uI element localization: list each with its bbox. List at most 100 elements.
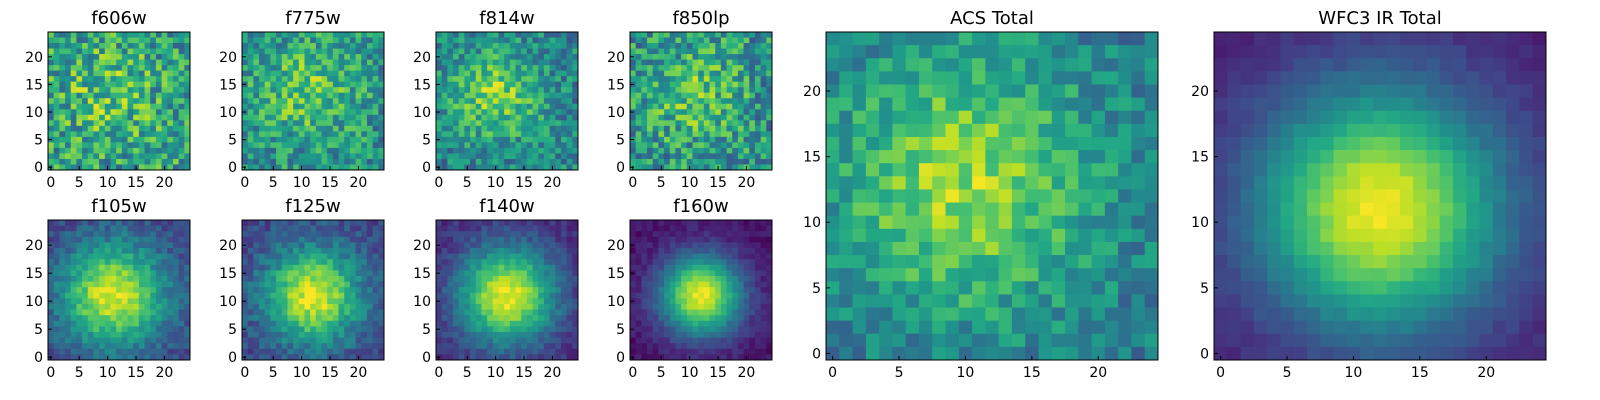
heatmap-cell bbox=[555, 158, 562, 165]
heatmap-cell bbox=[766, 142, 773, 149]
heatmap-cell bbox=[766, 158, 773, 165]
heatmap-cell bbox=[560, 315, 568, 322]
heatmap-cell bbox=[560, 281, 568, 288]
heatmap-cell bbox=[543, 87, 551, 94]
heatmap-cell bbox=[543, 270, 551, 277]
heatmap-cell bbox=[184, 220, 191, 227]
heatmap-cell bbox=[737, 158, 745, 165]
heatmap-cell bbox=[104, 103, 111, 110]
heatmap-cell bbox=[692, 142, 699, 149]
y-tick-label: 10 bbox=[607, 105, 625, 121]
heatmap-cell bbox=[703, 54, 711, 61]
heatmap-cell bbox=[99, 109, 106, 116]
heatmap-cell bbox=[566, 92, 573, 99]
heatmap-cell bbox=[65, 120, 72, 127]
heatmap-cell bbox=[737, 54, 745, 61]
heatmap-cell bbox=[560, 76, 568, 83]
heatmap-cell bbox=[475, 87, 482, 94]
heatmap-cell bbox=[155, 54, 163, 61]
heatmap-cell bbox=[498, 164, 505, 171]
heatmap-cell bbox=[150, 343, 157, 350]
heatmap-cell bbox=[760, 242, 767, 249]
heatmap-cell bbox=[242, 220, 249, 227]
heatmap-cell bbox=[310, 304, 317, 311]
heatmap-cell bbox=[515, 114, 522, 121]
heatmap-cell bbox=[509, 153, 517, 160]
heatmap-cell bbox=[441, 98, 448, 105]
heatmap-cell bbox=[242, 253, 249, 260]
heatmap-cell bbox=[760, 59, 767, 66]
heatmap-cell bbox=[475, 304, 482, 311]
x-tick-label: 5 bbox=[463, 175, 472, 191]
heatmap-cell bbox=[720, 281, 728, 288]
heatmap-cell bbox=[481, 131, 488, 138]
heatmap-cell bbox=[59, 136, 66, 143]
heatmap-cell bbox=[287, 292, 294, 299]
heatmap-cell bbox=[161, 337, 168, 344]
heatmap-cell bbox=[184, 120, 191, 127]
heatmap-cell bbox=[549, 87, 556, 94]
heatmap-cell bbox=[647, 315, 654, 322]
heatmap-cell bbox=[138, 158, 146, 165]
heatmap-cell bbox=[458, 109, 465, 116]
heatmap-cell bbox=[116, 48, 123, 55]
heatmap-cell bbox=[298, 32, 305, 39]
heatmap-cell bbox=[749, 276, 756, 283]
heatmap-cell bbox=[144, 259, 151, 266]
heatmap-cell bbox=[276, 92, 283, 99]
heatmap-cell bbox=[458, 43, 465, 50]
heatmap-cell bbox=[281, 253, 288, 260]
heatmap-cell bbox=[749, 76, 756, 83]
heatmap-cell bbox=[293, 92, 300, 99]
heatmap-cell bbox=[538, 87, 545, 94]
heatmap-cell bbox=[293, 348, 300, 355]
heatmap-cell bbox=[332, 242, 340, 249]
heatmap-cell bbox=[338, 253, 345, 260]
heatmap-cell bbox=[161, 220, 168, 227]
heatmap-cell bbox=[447, 87, 454, 94]
heatmap-cell bbox=[641, 103, 648, 110]
heatmap-cell bbox=[304, 142, 311, 149]
heatmap-cell bbox=[287, 248, 294, 255]
heatmap-cell bbox=[82, 337, 89, 344]
heatmap-cell bbox=[732, 253, 739, 260]
heatmap-cell bbox=[48, 315, 55, 322]
heatmap-cell bbox=[504, 326, 511, 333]
heatmap-cell bbox=[287, 164, 294, 171]
heatmap-cell bbox=[487, 242, 494, 249]
heatmap-cell bbox=[498, 81, 505, 88]
heatmap-cell bbox=[65, 109, 72, 116]
heatmap-cell bbox=[549, 242, 556, 249]
heatmap-cell bbox=[521, 315, 528, 322]
heatmap-cell bbox=[127, 298, 134, 305]
heatmap-cell bbox=[515, 242, 522, 249]
heatmap-cell bbox=[487, 136, 494, 143]
heatmap-cell bbox=[138, 315, 146, 322]
heatmap-cell bbox=[293, 87, 300, 94]
heatmap-cell bbox=[70, 37, 77, 44]
heatmap-cell bbox=[76, 114, 83, 121]
heatmap-cell bbox=[436, 332, 443, 339]
heatmap-cell bbox=[481, 109, 488, 116]
heatmap-cell bbox=[110, 354, 117, 361]
heatmap-cell bbox=[709, 54, 716, 61]
heatmap-cell bbox=[515, 315, 522, 322]
heatmap-cell bbox=[766, 153, 773, 160]
heatmap-cell bbox=[498, 87, 505, 94]
heatmap-cell bbox=[355, 37, 362, 44]
heatmap-cell bbox=[658, 220, 665, 227]
heatmap-cell bbox=[441, 354, 448, 361]
heatmap-cell bbox=[304, 147, 311, 154]
heatmap-cell bbox=[247, 54, 254, 61]
heatmap-cell bbox=[247, 292, 254, 299]
heatmap-cell bbox=[99, 220, 106, 227]
heatmap-cell bbox=[652, 153, 659, 160]
heatmap-cell bbox=[692, 287, 699, 294]
y-tick-label: 5 bbox=[34, 322, 43, 338]
heatmap-cell bbox=[658, 70, 665, 77]
heatmap-cell bbox=[521, 236, 528, 243]
heatmap-cell bbox=[475, 320, 482, 327]
heatmap-cell bbox=[743, 92, 750, 99]
heatmap-cell bbox=[492, 103, 499, 110]
heatmap-cell bbox=[184, 37, 191, 44]
